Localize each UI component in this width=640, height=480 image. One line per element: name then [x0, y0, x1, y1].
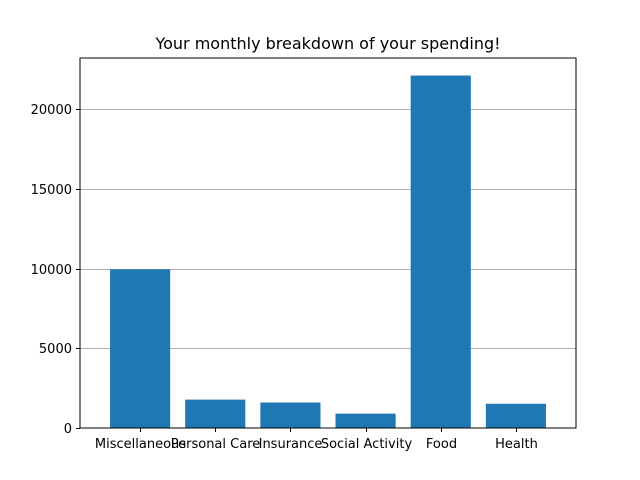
- x-tick-label: Miscellaneous: [95, 437, 186, 452]
- chart-title: Your monthly breakdown of your spending!: [154, 34, 500, 53]
- y-tick-label: 20000: [31, 103, 72, 118]
- y-axis-ticks: 0 5000 10000 15000 20000: [31, 103, 80, 437]
- bar-food: [410, 75, 471, 428]
- x-tick-label: Food: [426, 437, 457, 452]
- y-tick-label: 10000: [31, 263, 72, 278]
- bar-miscellaneous: [110, 269, 171, 428]
- y-tick-label: 15000: [31, 183, 72, 198]
- plot-frame: [79, 57, 577, 429]
- bars: [110, 75, 546, 428]
- bar-health: [485, 403, 546, 428]
- bar-insurance: [260, 402, 321, 428]
- y-tick-label: 5000: [39, 342, 72, 357]
- x-tick-label: Health: [495, 437, 538, 452]
- bar-social-activity: [335, 413, 396, 428]
- x-tick-label: Social Activity: [321, 437, 413, 452]
- y-tick-label: 0: [64, 422, 72, 437]
- x-tick-label: Personal Care: [171, 437, 261, 452]
- bar-personal-care: [185, 399, 246, 428]
- axes: [79, 57, 577, 429]
- x-tick-label: Insurance: [259, 437, 323, 452]
